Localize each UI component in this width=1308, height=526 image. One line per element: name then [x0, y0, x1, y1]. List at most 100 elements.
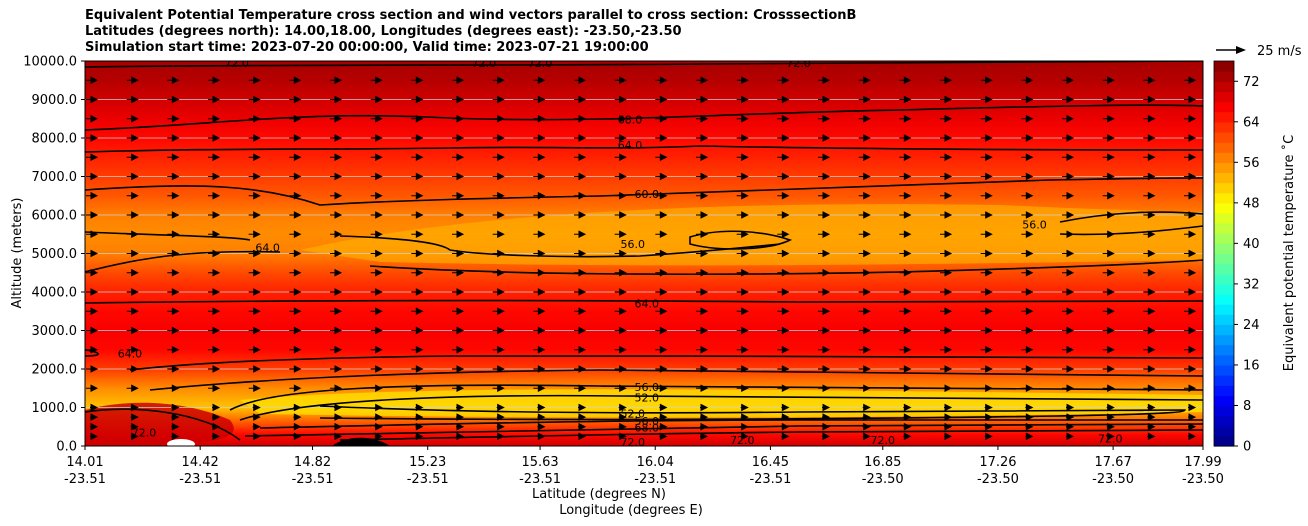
wind-arrow-icon — [334, 403, 343, 412]
wind-arrow-icon — [126, 288, 139, 296]
wind-arrow-icon — [818, 365, 831, 373]
wind-arrow-icon — [1062, 153, 1075, 162]
wind-arrow-icon — [1147, 413, 1156, 421]
wind-arrow-icon — [940, 172, 953, 181]
colorbar-segment — [1214, 212, 1234, 224]
wind-arrow-icon — [858, 191, 871, 200]
wind-arrow-icon — [777, 95, 790, 104]
wind-arrow-icon — [1184, 134, 1197, 142]
colorbar-frame — [1213, 60, 1235, 447]
wind-arrow-icon — [126, 307, 139, 316]
x-tick-longitude: -23.51 — [64, 472, 106, 487]
wind-arrow-icon — [212, 413, 221, 421]
wind-arrow-icon — [171, 403, 180, 412]
wind-arrow-icon — [980, 76, 993, 85]
wind-arrow-icon — [492, 345, 505, 354]
wind-arrow-icon — [899, 134, 912, 142]
wind-arrow-icon — [370, 288, 383, 296]
wind-arrow-icon — [858, 326, 871, 335]
y-tick-label: 7000.0 — [32, 170, 78, 185]
y-tick-label: 10000.0 — [23, 55, 77, 70]
contour-56-right — [1059, 211, 1203, 236]
wind-arrow-icon — [492, 365, 505, 373]
wind-arrow-icon — [208, 365, 221, 373]
contour-label: 56.0 — [621, 238, 646, 251]
wind-arrow-icon — [655, 268, 668, 277]
wind-arrow-icon — [777, 307, 790, 316]
wind-arrow-icon — [330, 114, 343, 123]
wind-arrow-icon — [496, 432, 505, 441]
wind-arrow-icon — [492, 307, 505, 316]
colorbar-segment — [1214, 263, 1234, 275]
wind-arrow-icon — [330, 365, 343, 373]
wind-arrow-icon — [899, 95, 912, 104]
wind-arrow-icon — [1102, 95, 1115, 104]
wind-arrow-icon — [980, 191, 993, 200]
wind-arrow-icon — [700, 422, 709, 431]
wind-arrow-icon — [1184, 326, 1197, 335]
wind-arrow-icon — [655, 307, 668, 316]
contour-label: 52.0 — [635, 391, 660, 404]
wind-arrow-icon — [537, 422, 546, 431]
wind-arrow-icon — [411, 365, 424, 373]
wind-arrow-icon — [980, 95, 993, 104]
wind-arrow-icon — [899, 114, 912, 123]
wind-arrow-icon — [533, 288, 546, 296]
wind-arrow-icon — [574, 384, 587, 393]
wind-arrow-icon — [289, 326, 302, 335]
wind-arrow-icon — [167, 95, 180, 104]
wind-arrow-icon — [696, 191, 709, 200]
wind-arrow-icon — [940, 384, 953, 393]
wind-arrow-icon — [736, 114, 749, 123]
wind-arrow-icon — [370, 384, 383, 393]
wind-arrow-icon — [208, 268, 221, 277]
wind-arrow-icon — [696, 345, 709, 354]
wind-arrow-icon — [696, 211, 709, 219]
wind-arrow-icon — [655, 153, 668, 162]
wind-arrow-icon — [374, 432, 383, 441]
wind-arrow-icon — [1021, 230, 1034, 239]
wind-arrow-icon — [533, 191, 546, 200]
wind-arrow-icon — [167, 76, 180, 85]
wind-arrow-icon — [984, 403, 993, 412]
y-tick-label: 1000.0 — [32, 401, 78, 416]
wind-arrow-icon — [492, 172, 505, 181]
y-gridlines — [85, 61, 1203, 446]
wind-arrow-icon — [655, 172, 668, 181]
wind-arrow-icon — [248, 172, 261, 181]
wind-arrow-icon — [1102, 76, 1115, 85]
wind-arrow-icon — [1143, 268, 1156, 277]
wind-arrow-icon — [370, 249, 383, 258]
wind-arrow-icon — [777, 345, 790, 354]
wind-arrow-icon — [736, 230, 749, 239]
wind-arrow-icon — [533, 268, 546, 277]
wind-arrow-icon — [167, 384, 180, 393]
wind-arrow-icon — [208, 307, 221, 316]
wind-arrow-icon — [858, 114, 871, 123]
colorbar-segment — [1214, 375, 1234, 386]
wind-arrow-icon — [899, 191, 912, 200]
y-tick-label: 5000.0 — [32, 247, 78, 262]
wind-arrow-icon — [212, 422, 221, 431]
wind-arrow-icon — [374, 422, 383, 431]
wind-arrow-icon — [452, 172, 465, 181]
wind-arrow-icon — [940, 230, 953, 239]
wind-arrow-icon — [899, 384, 912, 393]
wind-arrow-icon — [1184, 345, 1197, 354]
wind-arrow-icon — [940, 268, 953, 277]
wind-arrow-icon — [1184, 249, 1197, 258]
contour-60-lower — [369, 259, 1203, 276]
wind-arrow-icon — [289, 134, 302, 142]
wind-arrow-icon — [452, 268, 465, 277]
wind-arrow-icon — [492, 114, 505, 123]
wind-arrow-icon — [984, 422, 993, 431]
wind-arrow-icon — [700, 413, 709, 421]
wind-arrow-icon — [370, 268, 383, 277]
wind-arrow-icon — [696, 153, 709, 162]
wind-arrow-icon — [1062, 114, 1075, 123]
wind-arrow-icon — [940, 211, 953, 219]
wind-arrow-icon — [940, 114, 953, 123]
wind-arrow-icon — [248, 288, 261, 296]
wind-arrow-icon — [208, 288, 221, 296]
wind-arrow-icon — [736, 191, 749, 200]
